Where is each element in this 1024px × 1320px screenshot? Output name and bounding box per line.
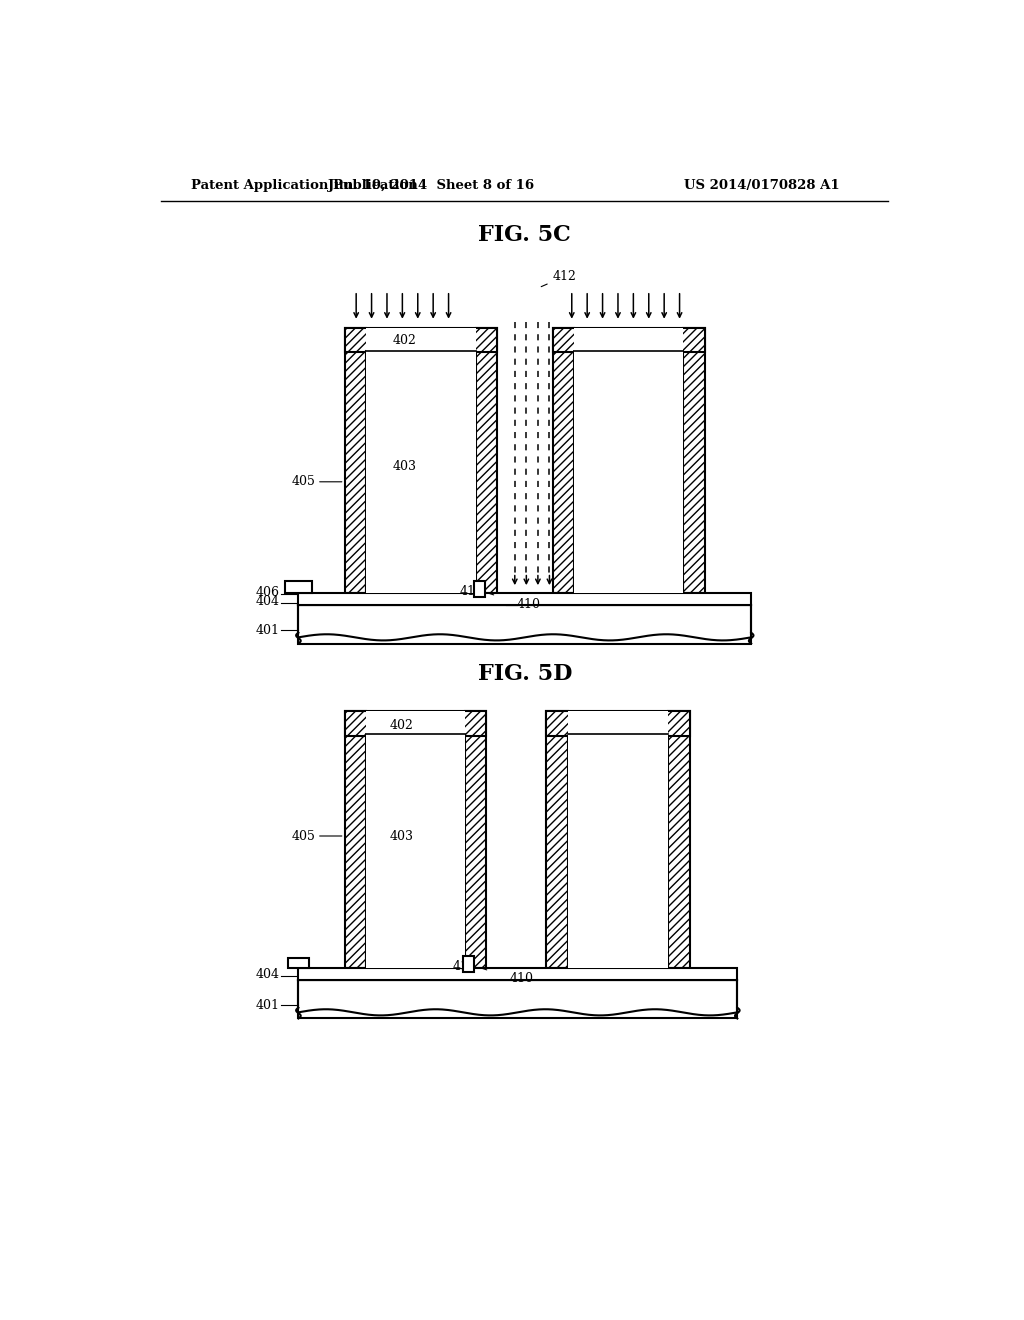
Text: 401: 401 xyxy=(255,999,280,1012)
Text: 411: 411 xyxy=(459,585,483,598)
Text: 402: 402 xyxy=(393,334,417,347)
Text: US 2014/0170828 A1: US 2014/0170828 A1 xyxy=(684,178,840,191)
Text: 404: 404 xyxy=(255,968,280,981)
Bar xyxy=(298,979,737,1019)
Text: 402: 402 xyxy=(390,719,414,733)
Bar xyxy=(298,605,752,644)
Bar xyxy=(568,737,668,969)
Bar xyxy=(547,711,689,737)
Text: 410: 410 xyxy=(509,972,534,985)
Bar xyxy=(553,327,574,594)
Text: FIG. 5C: FIG. 5C xyxy=(478,224,571,247)
Bar xyxy=(367,579,475,594)
Bar xyxy=(345,711,486,737)
Bar xyxy=(345,711,367,969)
Bar xyxy=(683,327,705,594)
Bar xyxy=(465,711,486,969)
Bar xyxy=(553,327,705,352)
Bar xyxy=(574,352,683,594)
Text: 403: 403 xyxy=(389,829,414,842)
Bar xyxy=(345,327,497,352)
Bar xyxy=(568,711,668,737)
Bar xyxy=(668,711,689,969)
Bar xyxy=(298,594,752,605)
Bar xyxy=(463,956,474,972)
Bar xyxy=(547,711,568,969)
Bar xyxy=(288,958,309,969)
Text: 406: 406 xyxy=(255,586,280,599)
Text: 401: 401 xyxy=(255,624,280,638)
Text: Patent Application Publication: Patent Application Publication xyxy=(190,178,418,191)
Text: FIG. 5D: FIG. 5D xyxy=(477,664,572,685)
Bar xyxy=(367,327,475,352)
Bar xyxy=(367,711,465,737)
Bar xyxy=(474,581,484,597)
Text: 411: 411 xyxy=(453,961,477,973)
Bar xyxy=(367,954,465,969)
Bar xyxy=(574,579,683,594)
Bar xyxy=(298,969,737,979)
Bar xyxy=(475,327,497,594)
Text: 412: 412 xyxy=(542,271,577,286)
Text: 404: 404 xyxy=(255,595,280,609)
Bar xyxy=(568,954,668,969)
Text: 410: 410 xyxy=(517,598,541,611)
Bar xyxy=(285,581,312,594)
Text: 405: 405 xyxy=(292,475,315,488)
Bar xyxy=(574,327,683,352)
Bar xyxy=(367,352,475,594)
Bar xyxy=(345,327,367,594)
Text: 405: 405 xyxy=(292,829,315,842)
Bar xyxy=(367,737,465,969)
Text: Jun. 19, 2014  Sheet 8 of 16: Jun. 19, 2014 Sheet 8 of 16 xyxy=(328,178,534,191)
Text: 403: 403 xyxy=(392,459,417,473)
